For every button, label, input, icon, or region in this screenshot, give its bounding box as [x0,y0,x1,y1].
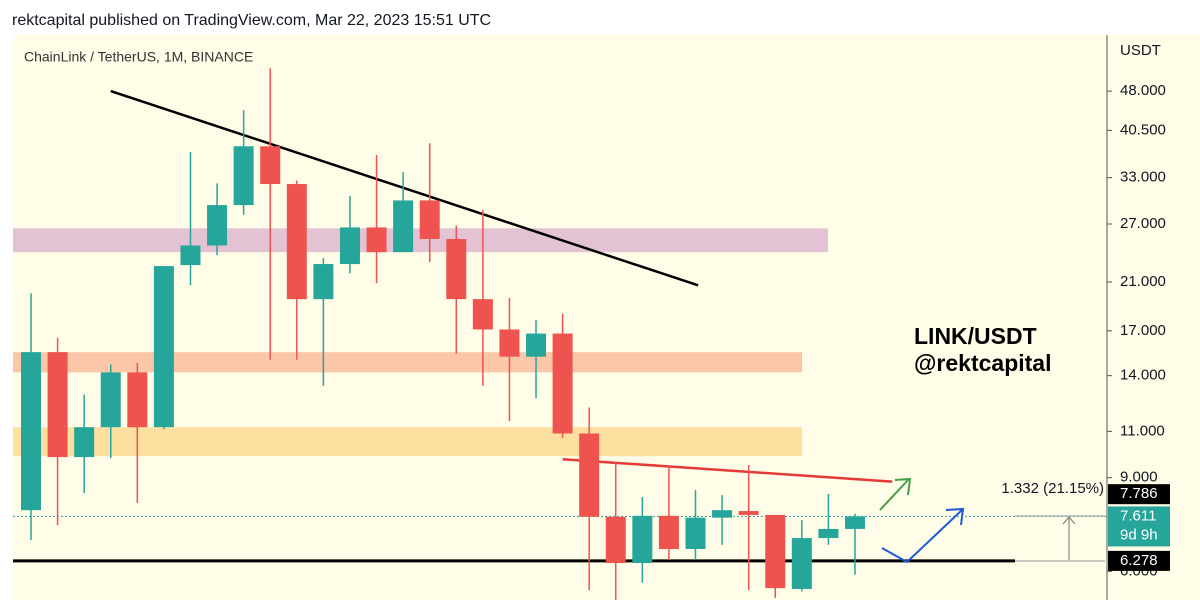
header-title: rektcapital published on TradingView.com… [12,12,491,29]
axis-unit: USDT [1120,42,1161,59]
y-tick-label: 27.000 [1120,215,1166,232]
candle-body [844,516,865,529]
candle-body [339,227,360,265]
price-label: 6.278 [1120,552,1158,569]
measure-label: 1.332 (21.15%) [1001,480,1104,497]
candle-body [47,352,68,458]
candle-body [579,433,600,517]
chart-background [13,35,1200,600]
candle-body [419,200,440,240]
y-tick-label: 11.000 [1120,422,1165,439]
header-bar [0,0,1200,35]
candle-body [765,514,786,589]
candle-body [791,538,812,589]
zone [13,427,802,457]
candle-body [74,427,95,458]
y-tick-label: 14.000 [1120,367,1166,384]
price-label-box [1108,484,1170,505]
trend-line [110,89,699,287]
candle-body [472,299,493,330]
candle-body [738,511,759,515]
candle-body [21,352,41,511]
symbol-title: ChainLink / TetherUS, 1M, BINANCE [24,49,253,65]
candle-body [685,517,706,549]
candle-body [260,146,281,185]
price-label-box [1108,550,1170,571]
candle-body [712,510,733,518]
candle-body [552,333,573,434]
candle-body [393,200,414,253]
price-label: 7.611 [1120,507,1156,524]
candle-body [818,528,839,539]
candle-body [127,372,148,428]
y-tick-label: 48.000 [1120,82,1166,99]
y-tick-label: 17.000 [1120,322,1166,339]
candle-body [233,146,254,206]
annotation: @rektcapital [914,350,1051,376]
candle-body [207,205,228,246]
y-tick-label: 33.000 [1120,169,1166,186]
blue-arrow [881,507,965,564]
y-tick-label: 9.000 [1120,469,1158,486]
candle-body [100,372,121,428]
price-label-box [1108,506,1170,547]
countdown: 9d 9h [1120,526,1158,543]
zone [13,352,802,373]
y-tick-label: 40.500 [1120,121,1166,138]
measure-arrow [1062,516,1076,560]
candle-body [153,266,174,428]
candle-body [605,516,626,564]
candle-body [526,333,547,357]
candle-body [366,227,387,253]
candle-body [180,245,201,266]
candle-body [632,515,653,564]
trend-line [562,457,893,483]
candle-body [313,264,334,300]
candle-body [658,515,679,549]
annotation: LINK/USDT [914,323,1037,349]
candle-body [499,329,520,357]
price-label: 7.786 [1120,485,1158,502]
green-arrow [879,477,912,511]
y-tick-label: 21.000 [1120,273,1166,290]
candle-body [286,184,307,300]
candle-body [446,239,467,300]
